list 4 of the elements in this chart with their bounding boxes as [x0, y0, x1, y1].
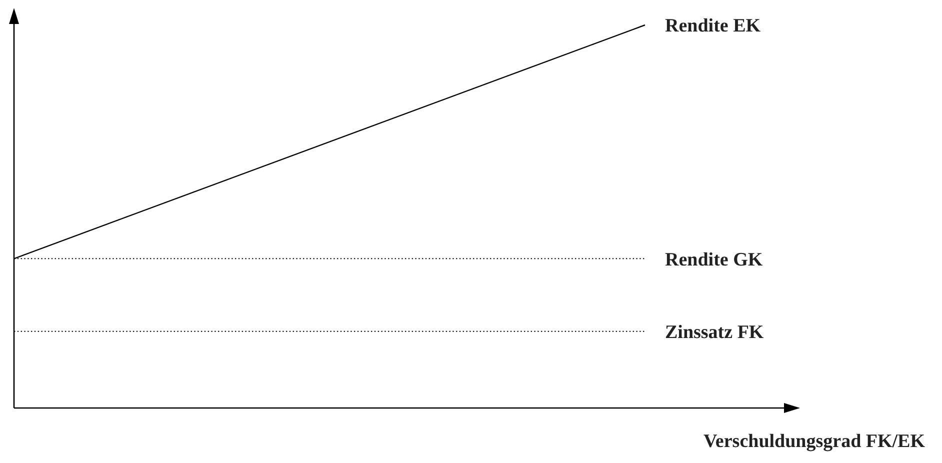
series-label: Zinssatz FK	[665, 322, 764, 344]
x-axis-title: Verschuldungsgrad FK/EK	[703, 431, 926, 452]
series-label: Rendite GK	[665, 249, 763, 270]
series-label: Rendite EK	[665, 16, 761, 37]
